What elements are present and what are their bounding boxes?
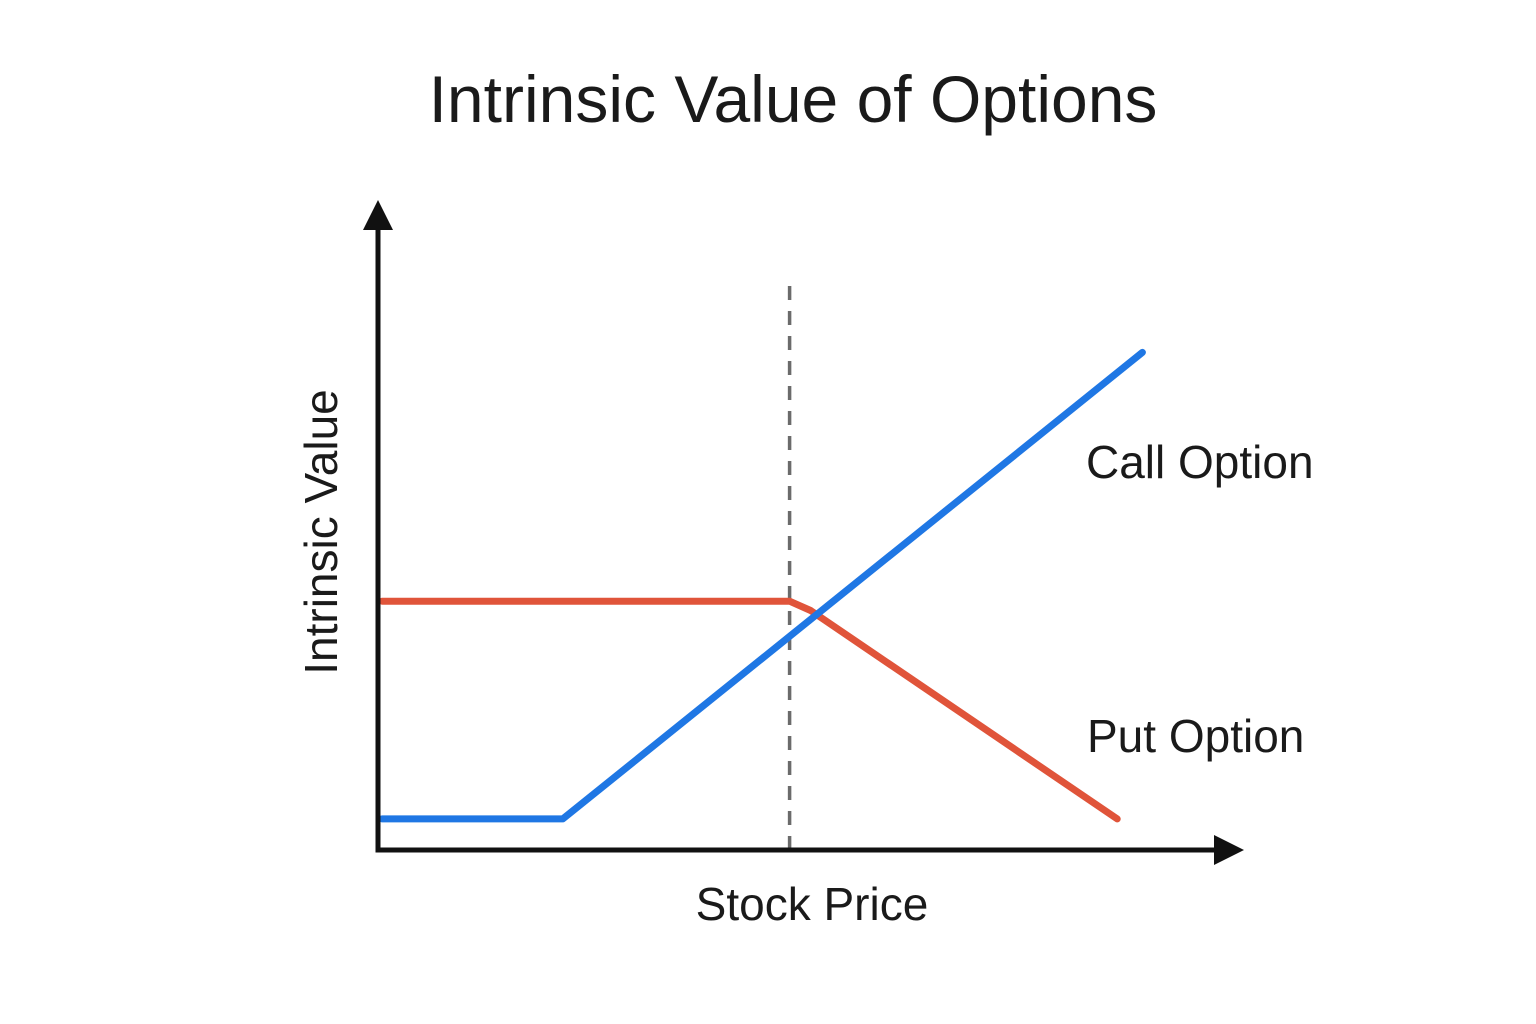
series-labels: Call Option Put Option	[1086, 436, 1314, 762]
call-option-label: Call Option	[1086, 436, 1314, 488]
chart-title: Intrinsic Value of Options	[429, 62, 1158, 136]
y-axis-arrow-icon	[363, 200, 393, 230]
axes	[363, 200, 1244, 865]
x-axis-arrow-icon	[1214, 835, 1244, 865]
y-axis-label: Intrinsic Value	[295, 389, 347, 675]
plot-area	[378, 286, 1146, 850]
call-option-line	[378, 348, 1146, 823]
put-option-label: Put Option	[1087, 710, 1304, 762]
put-option-line	[378, 597, 1121, 823]
x-axis-label: Stock Price	[696, 878, 929, 930]
